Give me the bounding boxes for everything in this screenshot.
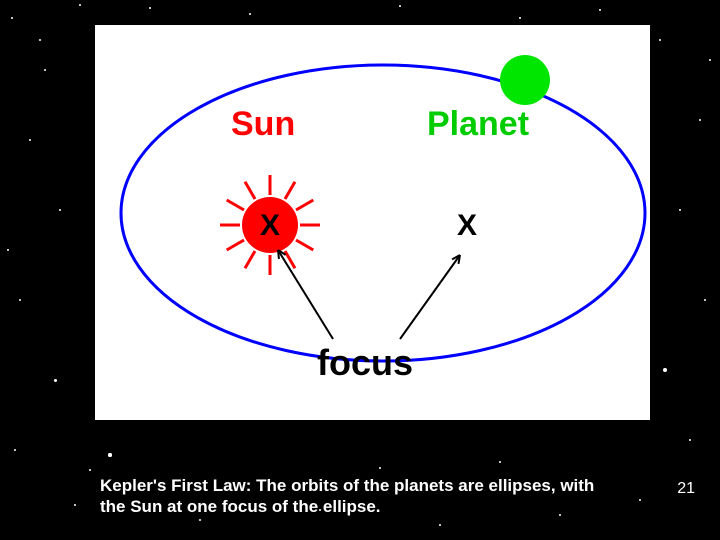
focus-arrow-right: [400, 255, 460, 339]
star-dot: [599, 9, 602, 12]
star-dot: [499, 461, 501, 463]
star-dot: [79, 4, 81, 6]
star-dot: [379, 467, 381, 469]
kepler-diagram: X X Sun Planet focus: [95, 25, 650, 420]
star-dot: [439, 524, 441, 526]
page-number: 21: [677, 480, 695, 498]
star-dot: [399, 5, 401, 7]
focus-mark-left: X: [260, 209, 280, 242]
star-dot: [59, 209, 62, 212]
star-dot: [14, 449, 16, 451]
diagram-panel: X X Sun Planet focus: [95, 25, 650, 420]
orbit-ellipse: [121, 65, 645, 361]
star-dot: [11, 17, 14, 20]
star-dot: [659, 39, 661, 41]
star-dot: [704, 299, 707, 302]
star-dot: [54, 379, 57, 382]
star-dot: [89, 469, 91, 471]
star-dot: [689, 439, 691, 441]
star-dot: [39, 39, 41, 41]
planet-label: Planet: [427, 105, 529, 143]
star-dot: [639, 499, 641, 501]
star-dot: [74, 504, 76, 506]
star-dot: [19, 299, 21, 301]
star-dot: [663, 368, 667, 372]
caption-text: Kepler's First Law: The orbits of the pl…: [100, 475, 620, 518]
star-dot: [519, 17, 521, 19]
focus-mark-right: X: [457, 209, 477, 242]
star-dot: [149, 7, 151, 9]
slide: X X Sun Planet focus Kepler's First Law: The…: [0, 0, 720, 540]
star-dot: [199, 519, 201, 521]
star-dot: [709, 59, 711, 61]
sun-label: Sun: [231, 105, 295, 143]
focus-arrow-left: [278, 250, 333, 339]
star-dot: [44, 69, 46, 71]
star-dot: [108, 453, 111, 456]
star-dot: [679, 209, 681, 211]
star-dot: [249, 13, 252, 16]
star-dot: [29, 139, 31, 141]
star-dot: [7, 249, 9, 251]
planet-icon: [500, 55, 550, 105]
focus-label: focus: [317, 342, 413, 383]
star-dot: [699, 119, 701, 121]
